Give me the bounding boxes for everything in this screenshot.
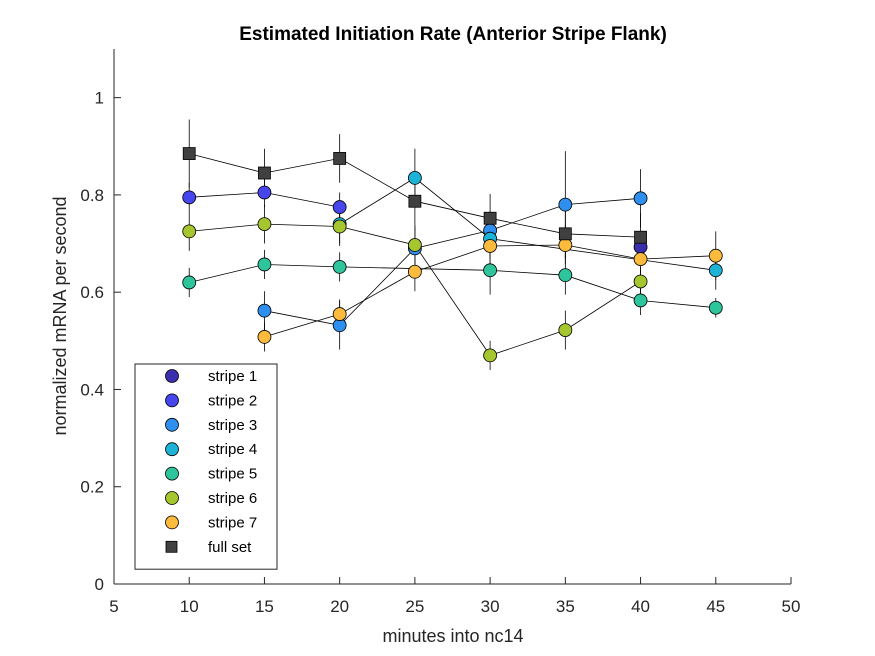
x-tick-label: 35 <box>556 597 575 616</box>
legend-label-stripe-2: stripe 2 <box>208 392 257 409</box>
data-point-stripe-6 <box>257 217 272 231</box>
y-tick-label: 0.6 <box>80 283 104 302</box>
data-point-stripe-5 <box>633 293 648 308</box>
data-point-stripe-2 <box>257 185 272 200</box>
data-point-stripe-7 <box>407 264 422 279</box>
x-tick-label: 50 <box>782 597 801 616</box>
data-point-stripe-3 <box>257 303 272 318</box>
legend-marker-stripe-5 <box>165 466 179 481</box>
legend-marker-stripe-2 <box>165 393 179 408</box>
legend-label-stripe-1: stripe 1 <box>208 368 257 385</box>
legend-marker-full-set <box>165 540 178 553</box>
y-tick-label: 0 <box>95 575 104 594</box>
series-line-stripe-4 <box>339 177 716 271</box>
legend-marker-stripe-3 <box>165 417 179 432</box>
legend-label-stripe-3: stripe 3 <box>208 417 257 434</box>
data-point-stripe-5 <box>332 259 347 274</box>
data-point-stripe-6 <box>182 224 197 239</box>
data-point-stripe-4 <box>407 170 422 185</box>
legend-marker-stripe-4 <box>165 442 179 457</box>
data-point-full-set <box>333 152 347 165</box>
x-tick-label: 40 <box>631 597 650 616</box>
data-point-stripe-7 <box>633 252 648 267</box>
data-point-stripe-5 <box>257 257 272 272</box>
data-point-stripe-7 <box>332 307 347 321</box>
data-point-full-set <box>182 147 196 160</box>
data-point-stripe-5 <box>182 275 197 290</box>
y-axis-label: normalized mRNA per second <box>50 196 70 435</box>
data-point-stripe-4 <box>708 263 723 278</box>
x-tick-label: 45 <box>706 597 725 616</box>
data-point-stripe-3 <box>558 197 573 212</box>
data-point-stripe-5 <box>708 300 723 315</box>
data-point-full-set <box>483 211 497 225</box>
data-point-full-set <box>558 227 572 241</box>
x-tick-label: 25 <box>405 597 424 616</box>
x-tick-label: 20 <box>330 597 349 616</box>
data-point-stripe-2 <box>332 200 347 214</box>
data-point-stripe-6 <box>558 323 573 338</box>
legend-label-stripe-6: stripe 6 <box>208 490 257 507</box>
series-line-stripe-3 <box>264 197 641 326</box>
data-point-stripe-5 <box>483 263 498 278</box>
x-tick-label: 15 <box>255 597 274 616</box>
legend-box <box>134 363 278 570</box>
data-point-stripe-7 <box>708 248 723 263</box>
y-tick-label: 0.4 <box>80 380 104 399</box>
data-point-stripe-7 <box>558 238 573 252</box>
x-tick-label: 10 <box>180 597 199 616</box>
legend-label-stripe-4: stripe 4 <box>208 441 257 458</box>
data-point-stripe-6 <box>483 348 498 363</box>
data-point-full-set <box>408 194 422 208</box>
legend-marker-stripe-7 <box>165 515 179 530</box>
legend-label-stripe-7: stripe 7 <box>208 514 257 531</box>
y-tick-label: 1 <box>95 89 104 108</box>
data-point-stripe-7 <box>257 330 272 344</box>
plot-area: 5 10 15 20 25 30 35 40 45 50 0 0.2 0.4 0.6 0.8 1 <box>80 49 800 616</box>
legend-label-stripe-5: stripe 5 <box>208 466 257 483</box>
data-point-stripe-7 <box>483 239 498 253</box>
legend-marker-stripe-6 <box>165 491 179 505</box>
x-tick-label: 30 <box>481 597 500 616</box>
data-point-stripe-5 <box>558 268 573 283</box>
chart-title: Estimated Initiation Rate (Anterior Stri… <box>239 24 667 45</box>
data-point-stripe-3 <box>633 191 648 206</box>
x-tick-label: 5 <box>109 597 118 616</box>
data-point-stripe-6 <box>633 274 648 289</box>
data-point-full-set <box>634 230 647 244</box>
legend-marker-stripe-1 <box>165 369 179 383</box>
data-point-full-set <box>258 166 271 180</box>
legend-label-full-set: full set <box>208 539 252 556</box>
data-point-stripe-2 <box>182 190 197 205</box>
legend: stripe 1 stripe 2 stripe 3 stripe 4 stripe 5… <box>134 363 278 570</box>
data-point-stripe-6 <box>332 219 347 234</box>
x-axis-label: minutes into nc14 <box>382 626 523 646</box>
data-point-stripe-6 <box>407 238 422 252</box>
y-tick-label: 0.8 <box>80 186 104 205</box>
y-tick-label: 0.2 <box>80 478 104 497</box>
